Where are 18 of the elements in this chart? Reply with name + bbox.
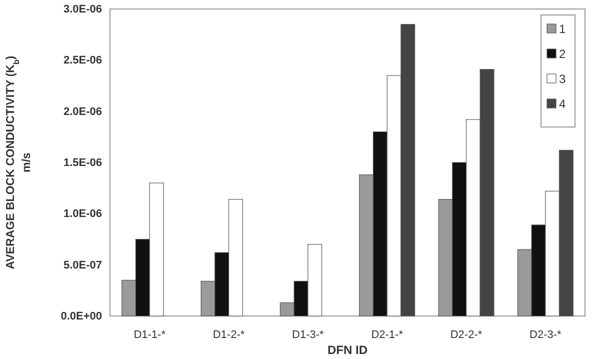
- y-tick-label: 2.0E-06: [63, 106, 102, 118]
- y-tick-label: 2.5E-06: [63, 54, 102, 67]
- x-tick-label: D1-2-*: [212, 328, 246, 341]
- legend-label: 4: [559, 97, 566, 111]
- x-tick-label: D1-3-*: [292, 328, 325, 341]
- x-axis-title: DFN ID: [328, 343, 368, 357]
- legend-label: 3: [559, 72, 566, 86]
- y-tick-label: 5.0E-07: [63, 259, 102, 272]
- x-tick-label: D2-3-*: [530, 328, 562, 341]
- legend-label: 2: [559, 47, 566, 61]
- y-tick-label: 0.0E+00: [60, 310, 102, 323]
- y-tick-label: 1.0E-06: [63, 208, 102, 220]
- y-tick-label: 3.0E-06: [63, 4, 102, 16]
- x-tick-label: D2-1-*: [371, 328, 404, 341]
- y-tick-label: 1.5E-06: [63, 157, 102, 170]
- legend-label: 1: [559, 22, 566, 36]
- x-tick-label: D1-1-*: [134, 328, 166, 341]
- x-tick-label: D2-2-*: [450, 328, 483, 341]
